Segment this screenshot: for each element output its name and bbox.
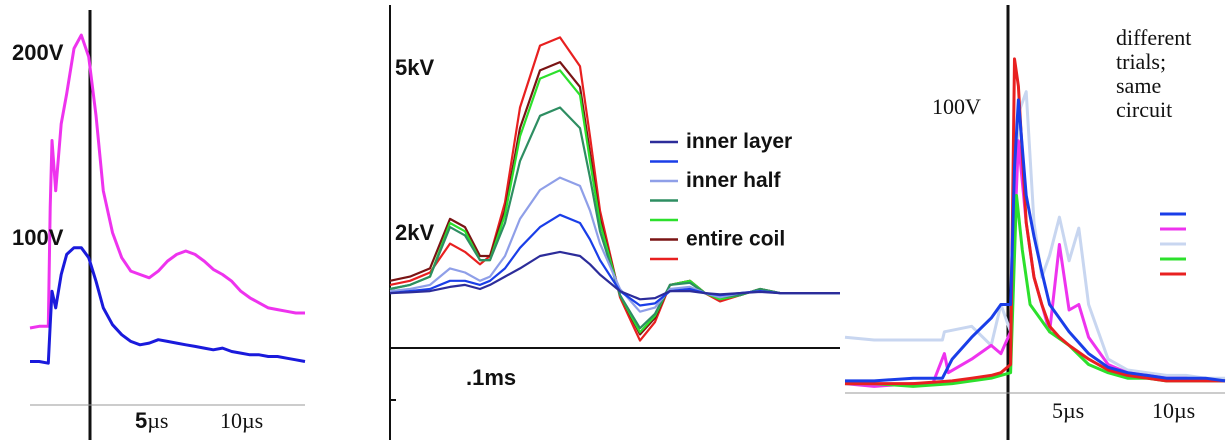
legend-title-line-4: circuit: [1116, 97, 1172, 122]
left-y-tick-label-200v: 200V: [12, 40, 64, 65]
left-x-tick-label-5us: 5µs: [135, 408, 169, 433]
series-line-p3-2: [844, 139, 1225, 388]
middle-y-tick-label-2kv: 2kV: [395, 220, 434, 245]
left-x-tick-label-10us: 10µs: [220, 408, 263, 433]
left-series-group: [29, 33, 306, 365]
left-x-tick-5-number: 5: [135, 408, 147, 433]
legend-title-line-2: trials;: [1116, 49, 1166, 74]
left-x-tick-10-unit: 10µs: [220, 408, 263, 433]
left-chart-background: [5, 8, 305, 438]
middle-voltage-chart: 5kV 2kV .1ms inner layer inner half entire…: [389, 5, 840, 440]
middle-x-tick-label-01ms: .1ms: [466, 365, 516, 390]
right-series-group: [844, 57, 1226, 388]
legend-label-6: entire coil: [686, 228, 785, 251]
legend-label-1: inner layer: [686, 130, 792, 153]
middle-legend: inner layer inner half entire coil: [650, 130, 792, 261]
left-x-tick-5-unit: µs: [147, 408, 168, 433]
left-y-tick-label-100v: 100V: [12, 225, 64, 250]
right-x-tick-label-10us: 10µs: [1152, 398, 1195, 423]
series-line-p3-1: [844, 90, 1225, 380]
right-x-tick-label-5us: 5µs: [1052, 398, 1084, 423]
right-voltage-chart: 100V 5µs 10µs differenttrials;samecircui…: [844, 5, 1226, 440]
legend-title-line-3: same: [1116, 73, 1161, 98]
left-voltage-chart: 200V 100V 5µs 10µs: [5, 8, 306, 440]
series-line-p2-7: [389, 250, 840, 301]
legend-title-line-1: different: [1116, 25, 1191, 50]
series-line-p3-5: [845, 98, 1226, 383]
series-line-p1-2: [30, 246, 306, 365]
right-y-tick-label-100v: 100V: [932, 94, 981, 119]
series-line-p3-4: [845, 57, 1225, 386]
middle-y-tick-label-5kv: 5kV: [395, 55, 434, 80]
series-line-p1-1: [29, 33, 305, 330]
legend-label-3: inner half: [686, 169, 782, 192]
middle-series-group: [389, 36, 840, 342]
